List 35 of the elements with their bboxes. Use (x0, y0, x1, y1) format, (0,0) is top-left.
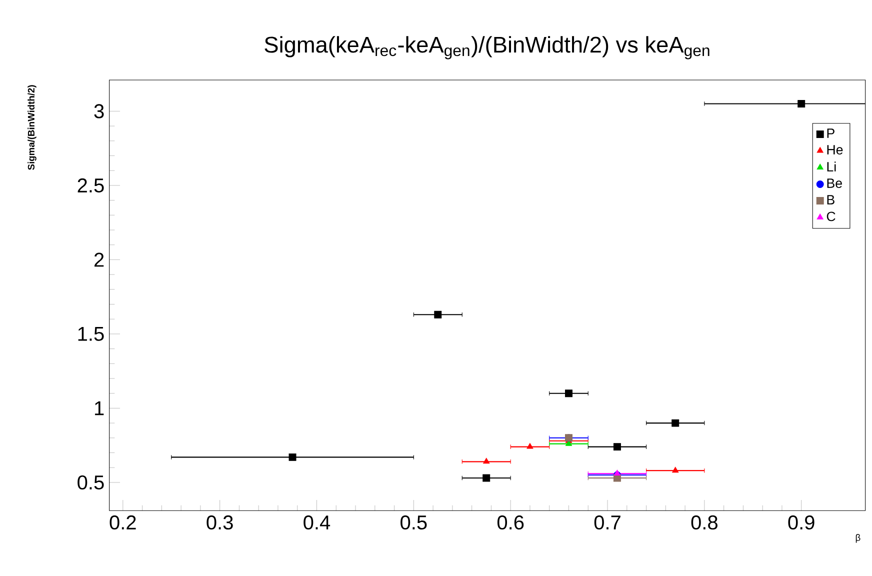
legend-label: C (826, 212, 836, 222)
x-tick-label: 0.5 (400, 515, 427, 530)
point (613, 443, 621, 451)
legend-label: B (827, 195, 834, 204)
x-tick-label: 0.2 (110, 515, 136, 530)
point (672, 419, 680, 427)
legend-label: Be (827, 178, 842, 188)
y-tick-label: 2.5 (78, 178, 104, 193)
x-axis-title: β (856, 534, 860, 543)
point (672, 466, 679, 473)
chart-title: Sigma(keA$_{rec}$-keA$_{gen}$)/(BinWidth/2) vs keA$_{gen}$ (264, 36, 710, 60)
x-tick-label: 0.7 (594, 515, 620, 530)
legend-label: Li (827, 162, 836, 172)
point (565, 390, 572, 398)
point (288, 453, 296, 461)
x-tick-label: 0.9 (788, 515, 814, 530)
point (613, 474, 621, 482)
y-tick-label: 0.5 (78, 475, 104, 490)
point (526, 443, 534, 449)
y-tick-label: 1 (95, 401, 104, 416)
legend-label: P (827, 128, 834, 138)
y-axis-title: Sigma/(BinWidth/2) (28, 85, 36, 170)
x-tick-label: 0.8 (691, 515, 718, 530)
legend-label: He (827, 145, 843, 154)
x-tick-label: 0.4 (304, 515, 330, 530)
point (434, 310, 442, 318)
y-tick-label: 1.5 (78, 326, 104, 341)
point (482, 474, 490, 482)
point (483, 458, 490, 464)
point (798, 100, 806, 108)
x-tick-label: 0.3 (206, 515, 233, 530)
y-tick-label: 2 (94, 252, 104, 267)
x-tick-label: 0.6 (497, 515, 524, 530)
point (614, 470, 620, 476)
y-tick-label: 3 (94, 104, 104, 118)
